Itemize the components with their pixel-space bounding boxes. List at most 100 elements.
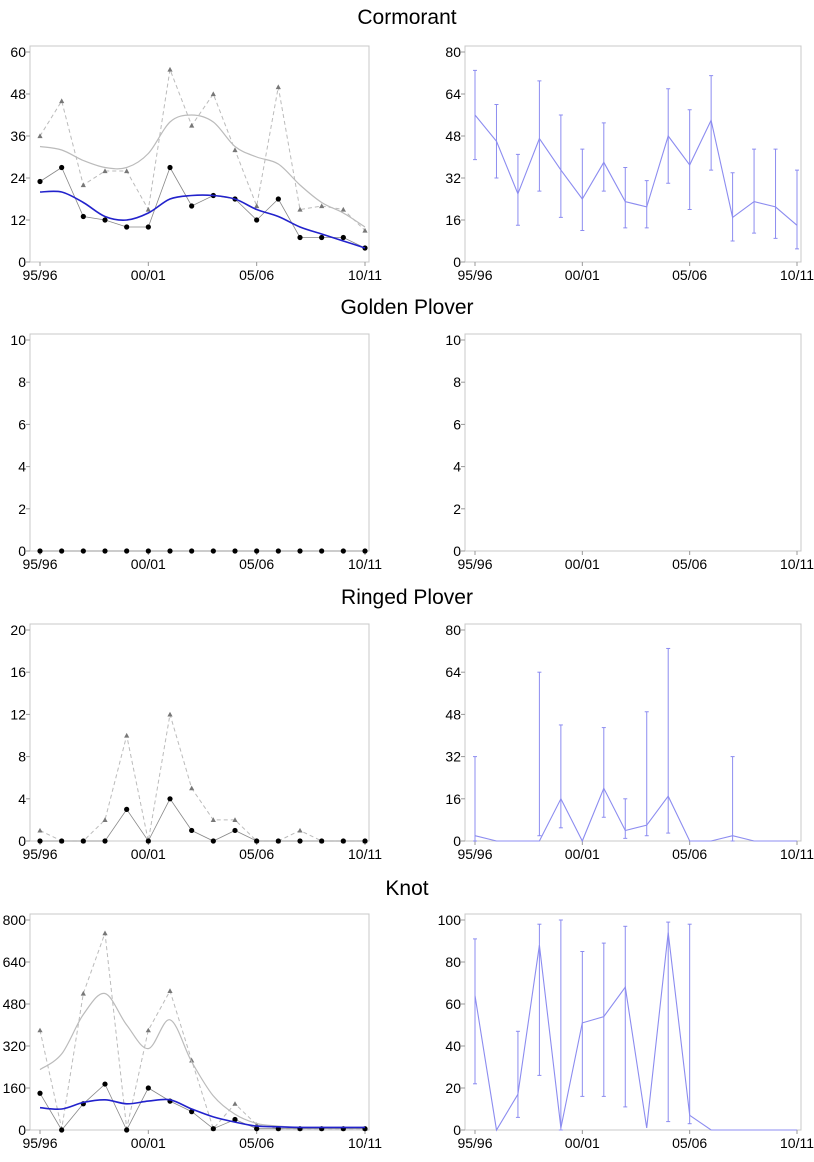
max-count-point-cormorant-left-12 (297, 206, 303, 212)
mean-count-point-golden-plover-left-12 (297, 548, 303, 554)
max-count-point-knot-left-3 (102, 930, 108, 936)
y-tick-label-ringed-plover-left: 8 (18, 749, 26, 765)
x-tick-label-knot-right: 00/01 (565, 1135, 600, 1151)
y-tick-label-golden-plover-left: 6 (18, 416, 26, 432)
mean-count-point-cormorant-left-14 (340, 234, 346, 241)
x-tick-label-cormorant-left: 10/11 (348, 267, 382, 283)
max-count-point-cormorant-left-15 (362, 227, 368, 233)
mean-count-line-cormorant-left (39, 166, 366, 249)
x-tick-label-knot-left: 05/06 (239, 1135, 274, 1151)
x-tick-label-ringed-plover-left: 00/01 (131, 846, 166, 862)
mean-count-point-golden-plover-left-7 (189, 548, 195, 554)
y-tick-label-ringed-plover-right: 32 (445, 749, 461, 765)
max-count-point-ringed-plover-left-6 (167, 711, 173, 717)
mean-count-point-ringed-plover-left-9 (232, 827, 238, 834)
mean-count-point-golden-plover-left-1 (59, 548, 65, 554)
max-count-point-cormorant-left-7 (189, 122, 195, 128)
smoothed-trend-line-knot-left (39, 1098, 365, 1129)
y-tick-label-cormorant-left: 48 (10, 86, 26, 102)
y-tick-label-knot-right: 80 (445, 954, 461, 970)
mean-count-line-knot-left (39, 1083, 365, 1131)
mean-count-point-knot-left-3 (102, 1081, 108, 1087)
x-tick-label-cormorant-left: 05/06 (239, 267, 274, 283)
chart-title-cormorant: Cormorant (357, 6, 457, 29)
y-tick-label-golden-plover-right: 2 (453, 501, 461, 517)
max-count-line-ringed-plover-left (39, 714, 365, 842)
mean-count-point-ringed-plover-left-4 (124, 806, 130, 812)
mean-count-point-ringed-plover-left-13 (319, 838, 325, 844)
y-tick-label-cormorant-right: 0 (453, 254, 461, 270)
max-count-point-cormorant-left-14 (340, 206, 346, 212)
y-tick-label-golden-plover-left: 8 (18, 374, 26, 390)
mean-count-point-cormorant-left-5 (145, 224, 151, 230)
y-tick-label-ringed-plover-left: 20 (10, 622, 26, 638)
mean-count-point-cormorant-left-6 (167, 164, 173, 171)
mean-count-point-ringed-plover-left-10 (254, 838, 260, 844)
y-tick-label-ringed-plover-left: 4 (18, 791, 26, 807)
chart-title-golden-plover: Golden Plover (340, 296, 474, 319)
y-tick-label-ringed-plover-left: 0 (18, 833, 26, 849)
mean-count-point-golden-plover-left-10 (254, 548, 260, 554)
mean-count-point-knot-left-0 (37, 1090, 43, 1096)
y-tick-label-knot-right: 60 (445, 996, 461, 1012)
max-count-point-knot-left-9 (232, 1101, 238, 1106)
mean-count-point-cormorant-left-13 (319, 234, 325, 241)
max-count-point-knot-left-7 (189, 1057, 195, 1063)
x-tick-label-golden-plover-right: 95/96 (457, 556, 492, 572)
y-tick-label-ringed-plover-left: 16 (10, 664, 26, 680)
max-count-point-cormorant-left-5 (145, 206, 151, 212)
max-count-point-cormorant-left-4 (124, 168, 130, 174)
mean-count-point-knot-left-8 (210, 1126, 216, 1132)
mean-count-point-ringed-plover-left-0 (37, 838, 43, 844)
y-tick-label-ringed-plover-right: 16 (445, 791, 461, 807)
max-count-point-knot-left-2 (80, 990, 86, 996)
mean-count-point-ringed-plover-left-14 (340, 838, 346, 844)
x-tick-label-ringed-plover-right: 00/01 (565, 846, 600, 862)
y-tick-label-ringed-plover-left: 12 (10, 706, 26, 722)
max-count-point-cormorant-left-10 (254, 203, 260, 209)
y-tick-label-ringed-plover-right: 0 (453, 833, 461, 849)
y-tick-label-golden-plover-right: 4 (453, 459, 461, 475)
y-tick-label-knot-left: 480 (3, 996, 27, 1012)
mean-count-point-ringed-plover-left-12 (297, 838, 303, 844)
y-tick-label-cormorant-right: 16 (445, 212, 461, 228)
max-count-point-cormorant-left-9 (232, 147, 238, 153)
mean-count-point-cormorant-left-3 (102, 217, 108, 223)
x-tick-label-golden-plover-right: 05/06 (672, 556, 707, 572)
y-tick-label-cormorant-left: 36 (10, 128, 26, 144)
plot-frame-golden-plover-right (464, 333, 802, 552)
max-count-point-cormorant-left-0 (37, 133, 43, 139)
plot-frame-golden-plover-left (29, 333, 370, 552)
mean-count-point-cormorant-left-11 (275, 196, 281, 202)
mean-count-point-knot-left-5 (145, 1085, 151, 1091)
mean-count-point-cormorant-left-2 (80, 213, 86, 220)
y-tick-label-golden-plover-left: 0 (18, 543, 26, 559)
x-tick-label-ringed-plover-left: 95/96 (22, 846, 57, 862)
x-tick-label-cormorant-left: 00/01 (131, 267, 166, 283)
mean-count-point-golden-plover-left-3 (102, 548, 108, 554)
plot-frame-ringed-plover-right (464, 623, 802, 842)
mean-count-point-ringed-plover-left-1 (59, 838, 65, 844)
x-tick-label-golden-plover-right: 00/01 (565, 556, 600, 572)
chart-title-knot: Knot (385, 877, 429, 900)
max-count-point-cormorant-left-11 (275, 84, 281, 90)
y-tick-label-golden-plover-right: 6 (453, 416, 461, 432)
plot-frame-knot-left (29, 913, 370, 1131)
mean-count-point-golden-plover-left-4 (124, 548, 130, 554)
y-tick-label-cormorant-left: 12 (10, 212, 26, 228)
y-tick-label-knot-left: 160 (3, 1080, 27, 1096)
mean-count-point-ringed-plover-left-6 (167, 796, 173, 802)
max-count-point-cormorant-left-3 (102, 168, 108, 174)
x-tick-label-knot-right: 95/96 (457, 1135, 492, 1151)
y-tick-label-cormorant-right: 64 (445, 86, 461, 102)
max-count-point-ringed-plover-left-4 (124, 732, 130, 738)
mean-count-line-ringed-plover-left (40, 798, 365, 842)
max-count-point-ringed-plover-left-8 (210, 817, 216, 822)
plot-frame-cormorant-right (464, 45, 802, 263)
smoothed-upper-line-cormorant-left (39, 114, 366, 228)
y-tick-label-ringed-plover-right: 80 (445, 622, 461, 638)
smoothed-upper-line-knot-left (39, 992, 365, 1129)
x-tick-label-golden-plover-left: 10/11 (348, 556, 382, 572)
y-tick-label-knot-right: 40 (445, 1038, 461, 1054)
